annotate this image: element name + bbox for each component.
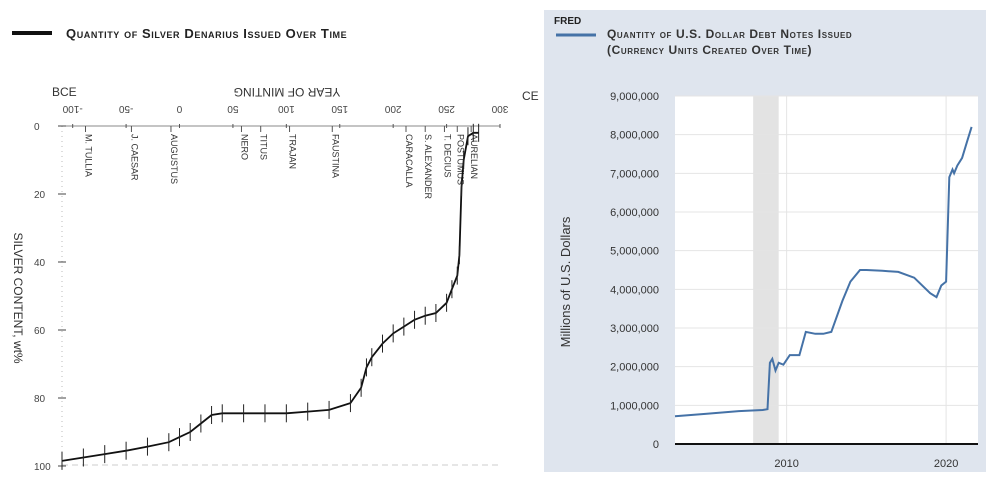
fred-badge: FRED <box>554 16 581 27</box>
bce-label: BCE <box>52 85 77 99</box>
recession-band <box>753 96 779 444</box>
chart-title-line2: (Currency Units Created Over Time) <box>607 43 812 57</box>
y-tick-label: 1,000,000 <box>610 400 659 412</box>
x-tick-label: 250 <box>438 103 455 114</box>
fred-debt-notes-chart: FRED Quantity of U.S. Dollar Debt Notes … <box>554 16 978 470</box>
y-tick-label: 3,000,000 <box>610 323 659 335</box>
top-axis-title: YEAR OF MINTING <box>234 85 341 99</box>
emperor-label: CARACALLA <box>404 134 414 188</box>
y-tick-label: 40 <box>34 258 46 269</box>
chart-title-line1: Quantity of U.S. Dollar Debt Notes Issue… <box>607 27 852 41</box>
x-tick-label: 100 <box>278 103 295 114</box>
y-tick-label: 2,000,000 <box>610 362 659 374</box>
emperor-label: M. TULLIA <box>84 134 94 177</box>
fred-panel: FRED Quantity of U.S. Dollar Debt Notes … <box>544 10 986 472</box>
y-tick-label: 7,000,000 <box>610 168 659 180</box>
x-tick-label: -50 <box>118 103 133 114</box>
emperor-label: S. ALEXANDER <box>423 134 433 200</box>
emperor-label: TRAJAN <box>288 134 298 169</box>
x-tick-label: 200 <box>384 103 401 114</box>
y-tick-label: 0 <box>34 122 40 133</box>
silver-denarius-chart: Quantity of Silver Denarius Issued Over … <box>11 26 539 473</box>
x-tick-label: 50 <box>227 103 239 114</box>
y-tick-label: 80 <box>34 394 46 405</box>
silver-content-line <box>61 131 479 462</box>
emperor-label: POSTUMUS <box>455 134 465 185</box>
emperor-label: J. CAESAR <box>129 134 139 181</box>
y-tick-label: 4,000,000 <box>610 284 659 296</box>
y-tick-label: 9,000,000 <box>610 91 659 103</box>
debt-notes-line <box>674 126 973 418</box>
emperor-label: AURELIAN <box>469 134 479 179</box>
y-tick-label: 20 <box>34 190 46 201</box>
emperor-label: FAUSTINA <box>330 134 340 178</box>
y-tick-label: 60 <box>34 326 46 337</box>
y-tick-label: 5,000,000 <box>610 246 659 258</box>
emperor-label: T. DECIUS <box>442 134 452 178</box>
ce-label: CE <box>522 89 539 103</box>
emperor-label: AUGUSTUS <box>169 134 179 184</box>
x-tick-label: -100 <box>62 103 82 114</box>
legend-label: Quantity of Silver Denarius Issued Over … <box>66 26 347 41</box>
y-tick-label: 100 <box>34 462 51 473</box>
y-tick-label: 0 <box>653 439 659 451</box>
x-tick-label: 2010 <box>774 458 798 470</box>
x-tick-label: 300 <box>491 103 508 114</box>
x-tick-label: 0 <box>176 103 182 114</box>
plot-background <box>675 96 978 444</box>
x-tick-label: 150 <box>331 103 348 114</box>
emperor-label: TITUS <box>259 134 269 160</box>
y-axis-title: Millions of U.S. Dollars <box>558 216 573 347</box>
silver-denarius-panel: Quantity of Silver Denarius Issued Over … <box>11 26 539 473</box>
x-tick-label: 2020 <box>934 458 958 470</box>
y-tick-label: 8,000,000 <box>610 130 659 142</box>
y-axis-title: SILVER CONTENT, wt% <box>11 232 25 363</box>
y-tick-label: 6,000,000 <box>610 207 659 219</box>
emperor-label: NERO <box>239 134 249 160</box>
